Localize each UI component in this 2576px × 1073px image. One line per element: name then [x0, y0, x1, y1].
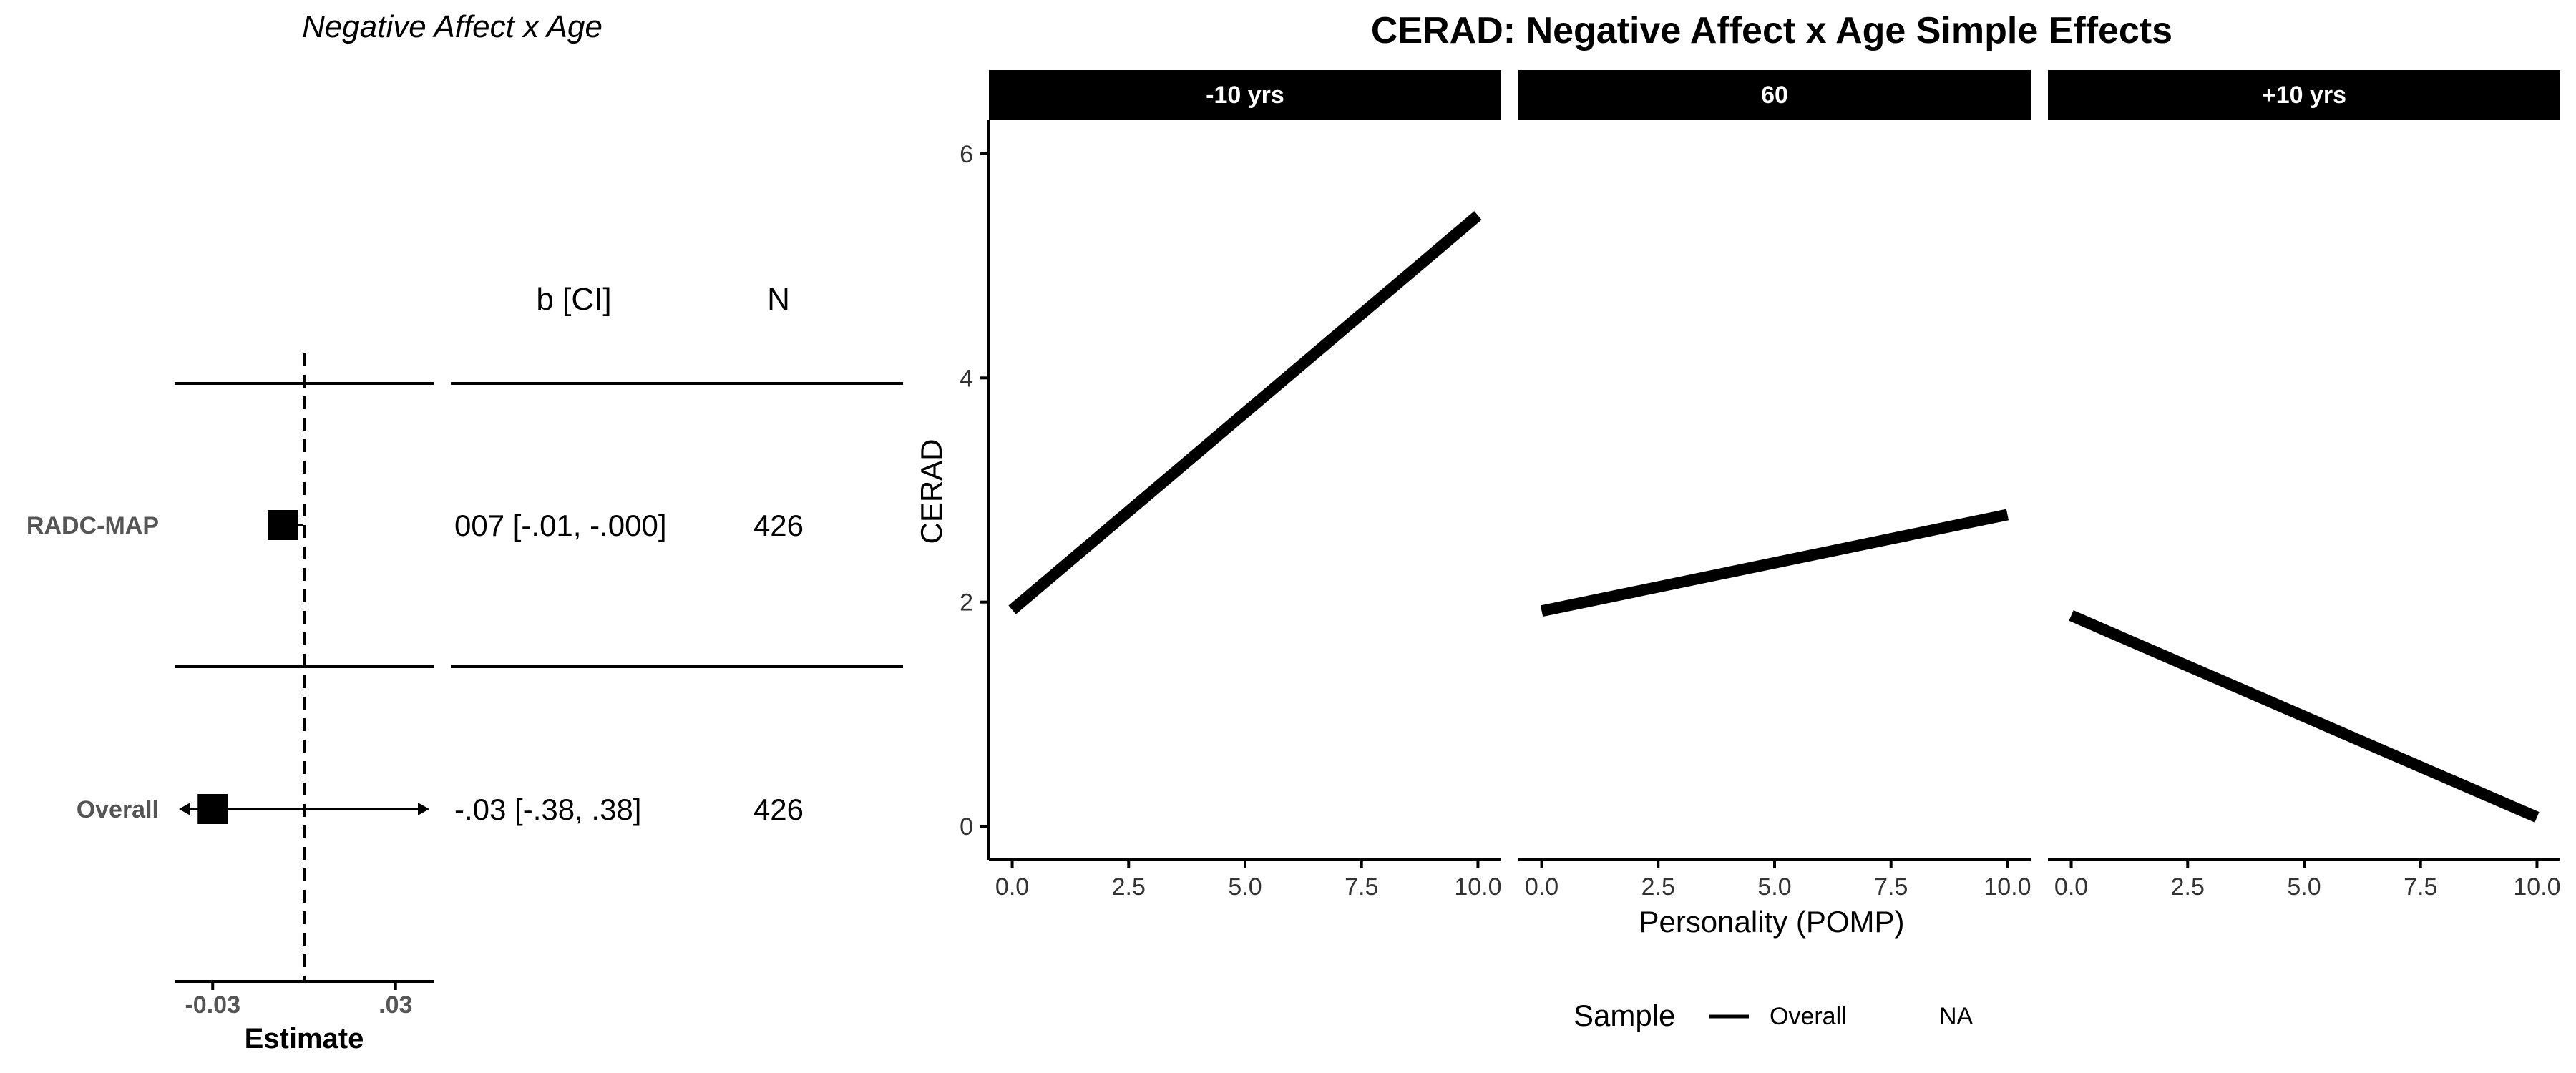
x-tick-label: 10.0: [1454, 873, 1501, 901]
forest-x-ticks: -0.03 .03: [185, 981, 412, 1019]
x-tick-label: 5.0: [1757, 873, 1791, 901]
forest-x-tick-label: .03: [379, 991, 412, 1019]
legend: Sample Overall NA: [1574, 999, 1974, 1032]
forest-panel: Negative Affect x Age b [CI] N -0.03.03 …: [26, 9, 903, 1054]
forest-row: Overall -.03 [-.38, .38] 426: [77, 793, 804, 826]
x-tick-label: 0.0: [2054, 873, 2088, 901]
x-axis-label: Personality (POMP): [1639, 905, 1904, 939]
forest-estimate-marker: [197, 794, 228, 824]
x-tick-label: 2.5: [2171, 873, 2205, 901]
forest-x-label: Estimate: [245, 1023, 364, 1054]
legend-title: Sample: [1574, 999, 1675, 1032]
forest-ci-text: -.03 [-.38, .38]: [454, 793, 641, 826]
y-tick-label: 4: [960, 365, 973, 392]
x-tick-label: 0.0: [1525, 873, 1558, 901]
facet-panel: +10 yrs 0.0 2.5 5.0 7.5 10.0: [2048, 70, 2561, 901]
forest-title: Negative Affect x Age: [302, 9, 602, 44]
forest-n-text: 426: [753, 509, 804, 542]
y-tick-label: 0: [960, 813, 973, 841]
forest-n-text: 426: [753, 793, 804, 826]
facet-strip: [1518, 70, 2031, 120]
x-tick-label: 7.5: [1345, 873, 1378, 901]
facet-strip-label: -10 yrs: [1206, 82, 1284, 109]
simple-effects-title: CERAD: Negative Affect x Age Simple Effe…: [1371, 10, 2172, 52]
series-line-overall: [1008, 211, 1482, 614]
x-tick-label: 10.0: [1984, 873, 2031, 901]
y-tick-label: 2: [960, 589, 973, 617]
y-axis-label: CERAD: [914, 438, 948, 544]
forest-row-label: RADC-MAP: [26, 512, 159, 539]
facet-strip: [989, 70, 1501, 120]
facet-strip-label: 60: [1761, 82, 1788, 109]
y-tick-label: 6: [960, 141, 973, 168]
x-tick-label: 5.0: [1228, 873, 1262, 901]
x-tick-label: 2.5: [1641, 873, 1675, 901]
x-tick-label: 0.0: [995, 873, 1029, 901]
x-tick-label: 10.0: [2513, 873, 2560, 901]
x-tick-label: 7.5: [1874, 873, 1908, 901]
forest-ci-text: 007 [-.01, -.000]: [454, 509, 667, 542]
forest-row-label: Overall: [77, 796, 159, 823]
facet-strip-label: +10 yrs: [2262, 82, 2346, 109]
facet-panel: 60 0.0 2.5 5.0 7.5 10.0: [1518, 70, 2031, 901]
y-axis-ticks: 0 2 4 6: [960, 141, 989, 841]
forest-ci-arrow-high: [418, 803, 429, 815]
forest-rows: RADC-MAP 007 [-.01, -.000] 426 Overall -.03 …: [26, 509, 804, 826]
series-line-overall: [2069, 610, 2540, 823]
x-tick-label: 5.0: [2287, 873, 2321, 901]
x-tick-label: 7.5: [2404, 873, 2437, 901]
facets: -10 yrs 0.0 2.5 5.0 7.5 10.0 60 0.0 2.5 5.0 7.5 10.…: [989, 70, 2561, 901]
forest-row: RADC-MAP 007 [-.01, -.000] 426: [26, 509, 804, 542]
forest-header-n: N: [767, 282, 790, 317]
forest-estimate-marker: [268, 510, 298, 540]
forest-ci-arrow-low: [179, 803, 190, 815]
x-tick-label: 2.5: [1112, 873, 1146, 901]
facet-strip: [2048, 70, 2560, 120]
simple-effects-panel: CERAD: Negative Affect x Age Simple Effe…: [914, 10, 2561, 1032]
legend-entry-overall: Overall: [1770, 1003, 1847, 1030]
facet-panel: -10 yrs 0.0 2.5 5.0 7.5 10.0: [989, 70, 1502, 901]
forest-x-tick-label: -0.03: [185, 991, 240, 1019]
forest-header-ci: b [CI]: [536, 282, 611, 317]
legend-entry-na: NA: [1939, 1003, 1974, 1030]
series-line-overall: [1540, 509, 2009, 617]
